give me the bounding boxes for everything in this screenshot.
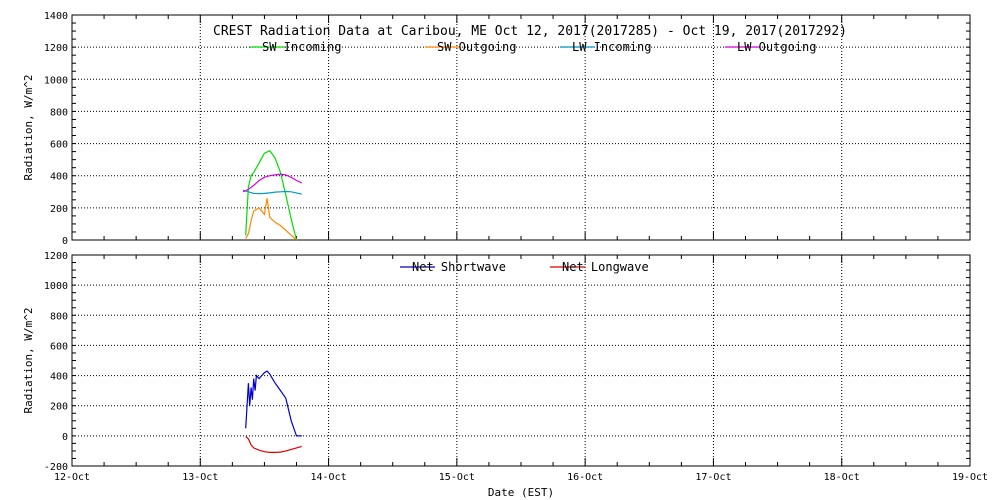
series-line-sw-incoming — [245, 150, 298, 241]
y-axis-label: Radiation, W/m^2 — [22, 308, 35, 414]
x-tick-label: 16-Oct — [567, 472, 603, 483]
x-tick-label: 12-Oct — [54, 472, 90, 483]
y-tick-label: 1000 — [44, 75, 68, 86]
chart-title: CREST Radiation Data at Caribou, ME Oct … — [213, 24, 847, 39]
legend-label: Net Longwave — [562, 260, 649, 274]
y-tick-label: -200 — [44, 462, 68, 473]
top-panel: 0 200 400 600 800 1000 1200 1400 Radiation, W/m^… — [22, 11, 971, 247]
y-tick-label: 600 — [50, 140, 68, 151]
x-tick-label: 13-Oct — [182, 472, 218, 483]
x-tick-label: 14-Oct — [311, 472, 347, 483]
y-tick-label: 800 — [50, 311, 68, 322]
x-axis-label: Date (EST) — [488, 486, 554, 499]
x-tick-label: 15-Oct — [439, 472, 475, 483]
x-tick-label: 19-Oct — [952, 472, 988, 483]
plot-frame — [71, 254, 971, 467]
plot-frame — [71, 14, 971, 241]
y-tick-label: 0 — [62, 432, 68, 443]
series-line-net-longwave — [245, 436, 302, 453]
y-tick-label: 1200 — [44, 43, 68, 54]
y-tick-label: 400 — [50, 372, 68, 383]
y-tick-label: 1200 — [44, 251, 68, 262]
series-line-lw-incoming — [242, 189, 302, 195]
series-line-sw-outgoing — [245, 198, 297, 241]
y-tick-label: 600 — [50, 341, 68, 352]
legend-label: SW Outgoing — [437, 40, 516, 54]
x-tick-label: 18-Oct — [824, 472, 860, 483]
legend-label: Net Shortwave — [412, 260, 506, 274]
legend-label: SW Incoming — [262, 40, 341, 54]
y-tick-label: 200 — [50, 204, 68, 215]
series-line-net-shortwave — [245, 370, 302, 437]
legend-label: LW Incoming — [572, 40, 651, 54]
y-tick-label: 200 — [50, 402, 68, 413]
y-tick-label: 1400 — [44, 11, 68, 22]
x-tick-label: 17-Oct — [695, 472, 731, 483]
y-tick-label: 400 — [50, 172, 68, 183]
series-line-lw-outgoing — [242, 173, 303, 193]
y-tick-label: 1000 — [44, 281, 68, 292]
bottom-panel: -200 0 200 400 600 800 1000 1200 Radiation, W/m^… — [22, 251, 988, 499]
y-tick-label: 800 — [50, 107, 68, 118]
legend-label: LW Outgoing — [737, 40, 816, 54]
y-tick-label: 0 — [62, 236, 68, 247]
y-axis-label: Radiation, W/m^2 — [22, 75, 35, 181]
